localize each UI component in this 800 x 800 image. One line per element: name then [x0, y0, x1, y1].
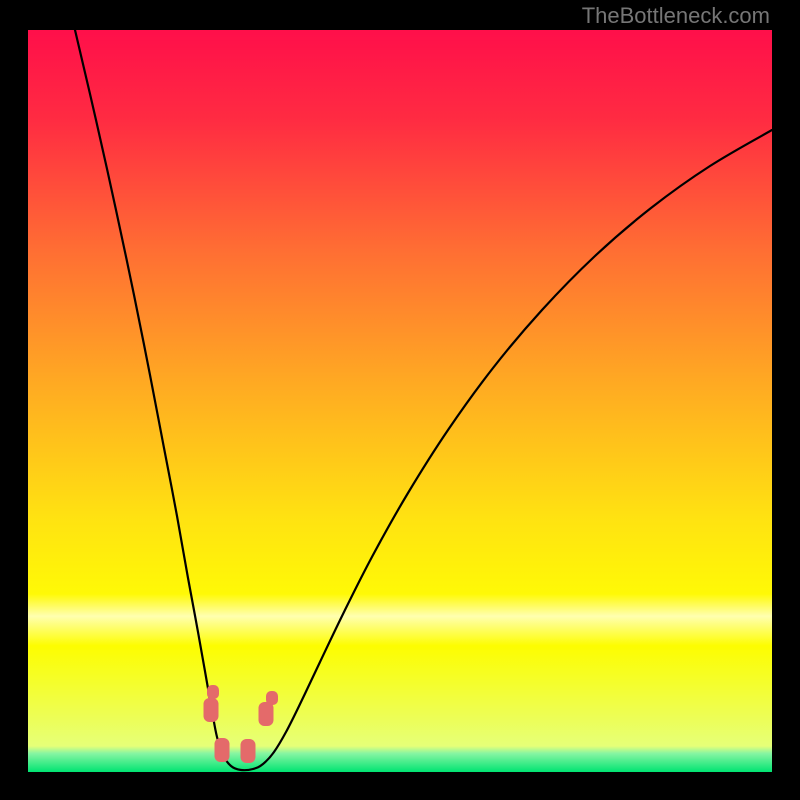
curve-marker	[259, 702, 274, 726]
plot-area	[28, 30, 772, 772]
watermark-text: TheBottleneck.com	[582, 3, 770, 29]
curve-marker	[207, 685, 219, 699]
curve-marker	[266, 691, 278, 705]
curve-marker	[215, 738, 230, 762]
curve-marker	[241, 739, 256, 763]
gradient-background	[28, 30, 772, 772]
curve-marker	[204, 698, 219, 722]
